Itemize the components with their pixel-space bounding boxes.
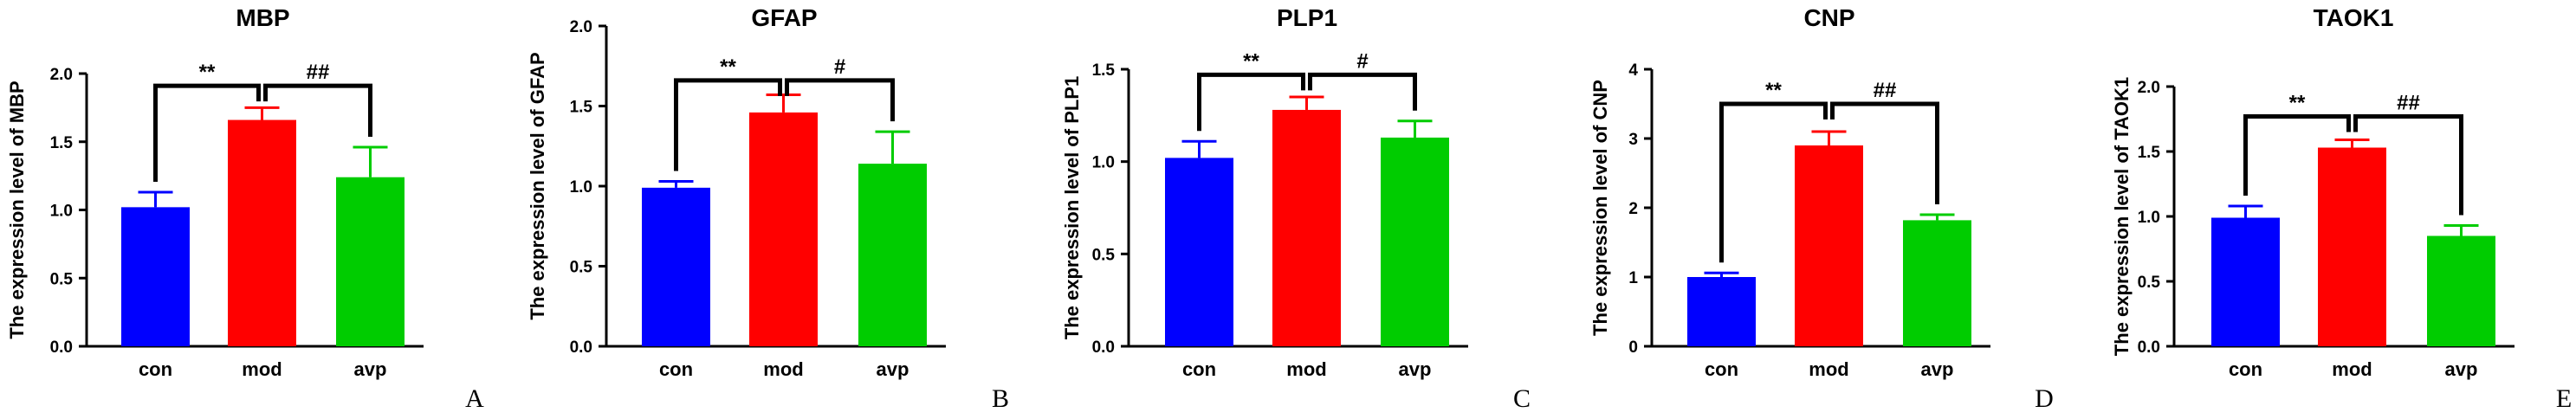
significance-bracket — [2353, 114, 2463, 216]
significance-bracket — [1308, 72, 1417, 111]
significance-bracket — [153, 83, 261, 183]
category-label-mod: mod — [1809, 358, 1848, 380]
y-tick-label: 1.0 — [2138, 209, 2160, 227]
y-tick-label: 0.0 — [570, 338, 592, 357]
significance-bracket — [263, 83, 372, 138]
category-label-mod: mod — [2332, 358, 2372, 380]
y-axis-label: The expression level of MBP — [6, 81, 28, 338]
significance-label: # — [834, 55, 845, 79]
chart-title: CNP — [1803, 4, 1854, 31]
panel-letter: A — [465, 384, 484, 413]
bar-con — [121, 207, 190, 346]
chart-panel-b: GFAP The expression level of GFAP 0.0 0.5 1.… — [527, 4, 1009, 413]
category-label-avp: avp — [354, 358, 387, 380]
significance-bracket — [674, 78, 782, 171]
chart-title: GFAP — [751, 4, 817, 31]
y-tick-label: 0 — [1628, 338, 1638, 357]
bar-mod — [1795, 145, 1863, 346]
bar-mod — [228, 119, 296, 347]
y-tick-label: 3 — [1628, 131, 1638, 149]
significance-label: ** — [1765, 79, 1782, 102]
significance-bracket — [1197, 72, 1305, 132]
significance-label: # — [1356, 49, 1368, 73]
bar-con — [1687, 277, 1756, 346]
y-axis-label: The expression level of PLP1 — [1061, 76, 1083, 339]
y-tick-label: 0.5 — [570, 259, 593, 277]
y-tick-label: 0.0 — [1092, 338, 1115, 357]
category-label-con: con — [659, 358, 693, 380]
significance-label: ** — [720, 55, 736, 79]
panel-letter: E — [2556, 384, 2572, 413]
y-tick-label: 1.5 — [50, 134, 74, 152]
category-label-con: con — [139, 358, 172, 380]
significance-label: ## — [1874, 79, 1897, 102]
y-tick-label: 0.5 — [2138, 274, 2161, 292]
panel-letter: C — [1513, 384, 1531, 413]
category-label-con: con — [1705, 358, 1738, 380]
panel-letter: D — [2035, 384, 2054, 413]
y-tick-label: 0.5 — [1092, 246, 1116, 264]
category-label-avp: avp — [1921, 358, 1954, 380]
y-tick-label: 2.0 — [570, 18, 592, 36]
y-tick-label: 2 — [1628, 200, 1638, 218]
chart-panel-d: CNP The expression level of CNP 0 1 2 3 4 con mo… — [1589, 4, 2054, 413]
y-tick-label: 1.0 — [1092, 154, 1115, 172]
category-label-mod: mod — [1286, 358, 1326, 380]
significance-label: ## — [307, 61, 330, 84]
category-label-con: con — [1182, 358, 1216, 380]
category-label-avp: avp — [2445, 358, 2478, 380]
chart-panel-c: PLP1 The expression level of PLP1 0.0 0.5 1.… — [1061, 4, 1531, 413]
y-tick-label: 1.0 — [50, 203, 73, 221]
y-tick-label: 1.5 — [570, 99, 593, 117]
significance-label: ** — [199, 61, 216, 84]
bar-avp — [2427, 235, 2495, 346]
chart-panel-a: MBP The expression level of MBP 0.0 0.5 1.0 1… — [6, 4, 484, 413]
bar-mod — [2318, 147, 2386, 346]
chart-title: TAOK1 — [2314, 4, 2394, 31]
bar-con — [642, 187, 710, 346]
bar-avp — [1381, 137, 1449, 346]
significance-label: ** — [1243, 49, 1259, 73]
bar-con — [2211, 217, 2280, 346]
y-tick-label: 1.5 — [1092, 61, 1116, 80]
significance-bracket — [1719, 101, 1828, 263]
y-tick-label: 4 — [1628, 61, 1638, 80]
y-tick-label: 0.0 — [2138, 338, 2160, 357]
bar-avp — [858, 164, 927, 346]
significance-bracket — [2243, 114, 2351, 196]
category-label-avp: avp — [1399, 358, 1432, 380]
significance-bracket — [785, 78, 895, 122]
category-label-mod: mod — [763, 358, 803, 380]
significance-label: ## — [2397, 92, 2420, 115]
bar-mod — [749, 112, 818, 346]
category-label-avp: avp — [877, 358, 909, 380]
y-tick-label: 2.0 — [50, 66, 73, 84]
category-label-con: con — [2229, 358, 2262, 380]
y-axis-label: The expression level of CNP — [1589, 80, 1611, 336]
panel-letter: B — [992, 384, 1009, 413]
significance-label: ** — [2289, 92, 2306, 115]
y-tick-label: 1 — [1628, 269, 1638, 287]
y-axis-label: The expression level of GFAP — [527, 52, 548, 319]
bar-mod — [1272, 109, 1341, 346]
y-tick-label: 1.0 — [570, 178, 592, 197]
bar-avp — [1903, 220, 1971, 346]
chart-title: MBP — [236, 4, 289, 31]
y-tick-label: 1.5 — [2138, 144, 2161, 162]
y-tick-label: 0.5 — [50, 270, 74, 288]
y-axis-label: The expression level of TAOK1 — [2111, 77, 2133, 356]
category-label-mod: mod — [242, 358, 282, 380]
y-tick-label: 2.0 — [2138, 79, 2160, 97]
bar-con — [1165, 158, 1233, 346]
bar-avp — [336, 177, 405, 346]
significance-bracket — [1830, 101, 1939, 204]
y-tick-label: 0.0 — [50, 338, 73, 357]
chart-title: PLP1 — [1277, 4, 1337, 31]
chart-panel-e: TAOK1 The expression level of TAOK1 0.0 0.5… — [2111, 4, 2572, 413]
